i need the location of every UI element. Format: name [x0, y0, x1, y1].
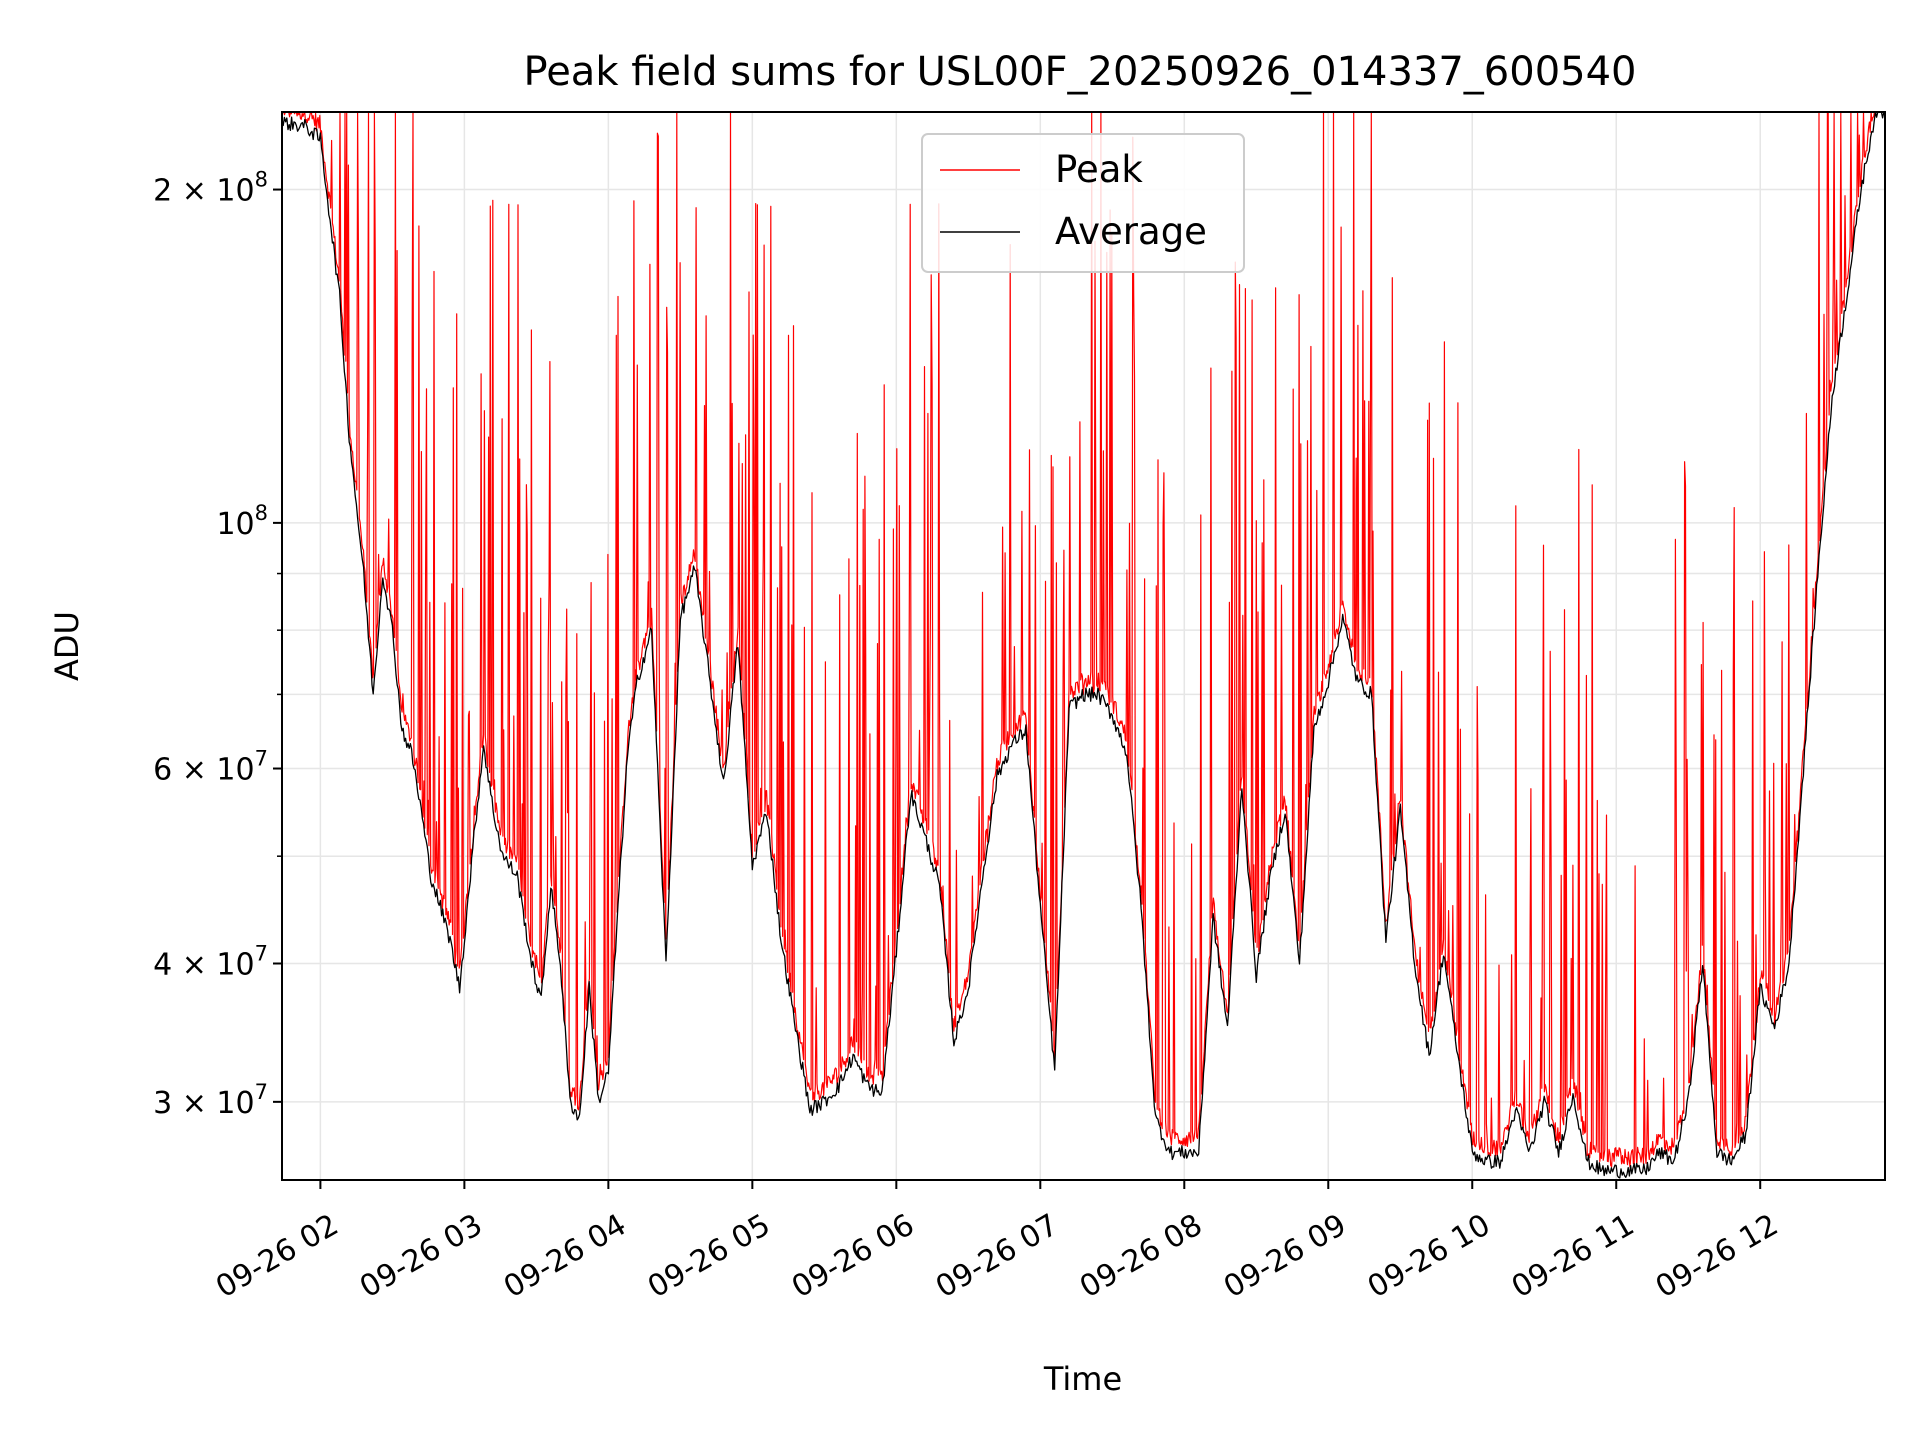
grid-lines — [282, 112, 1885, 1180]
legend-peak-label: Peak — [1055, 148, 1143, 191]
y-tick-label: 3 × 107 — [153, 1080, 268, 1121]
y-tick-label: 2 × 108 — [153, 168, 268, 209]
average-series — [281, 111, 1886, 1179]
y-axis-ticks: 2 × 108 108 6 × 107 4 × 107 3 × 107 — [153, 168, 282, 1121]
chart-title: Peak field sums for USL00F_20250926_0143… — [524, 49, 1637, 95]
y-axis-label: ADU — [48, 611, 86, 681]
plot-frame — [281, 111, 1886, 1181]
average-line — [281, 111, 1886, 1179]
legend: Peak Average — [921, 133, 1245, 273]
legend-box — [921, 133, 1245, 273]
legend-average-label: Average — [1055, 210, 1207, 253]
y-tick-label: 4 × 107 — [153, 942, 268, 983]
y-tick-label: 6 × 107 — [153, 747, 268, 788]
x-axis-label: Time — [1043, 1360, 1122, 1398]
y-tick-label: 108 — [216, 501, 268, 542]
